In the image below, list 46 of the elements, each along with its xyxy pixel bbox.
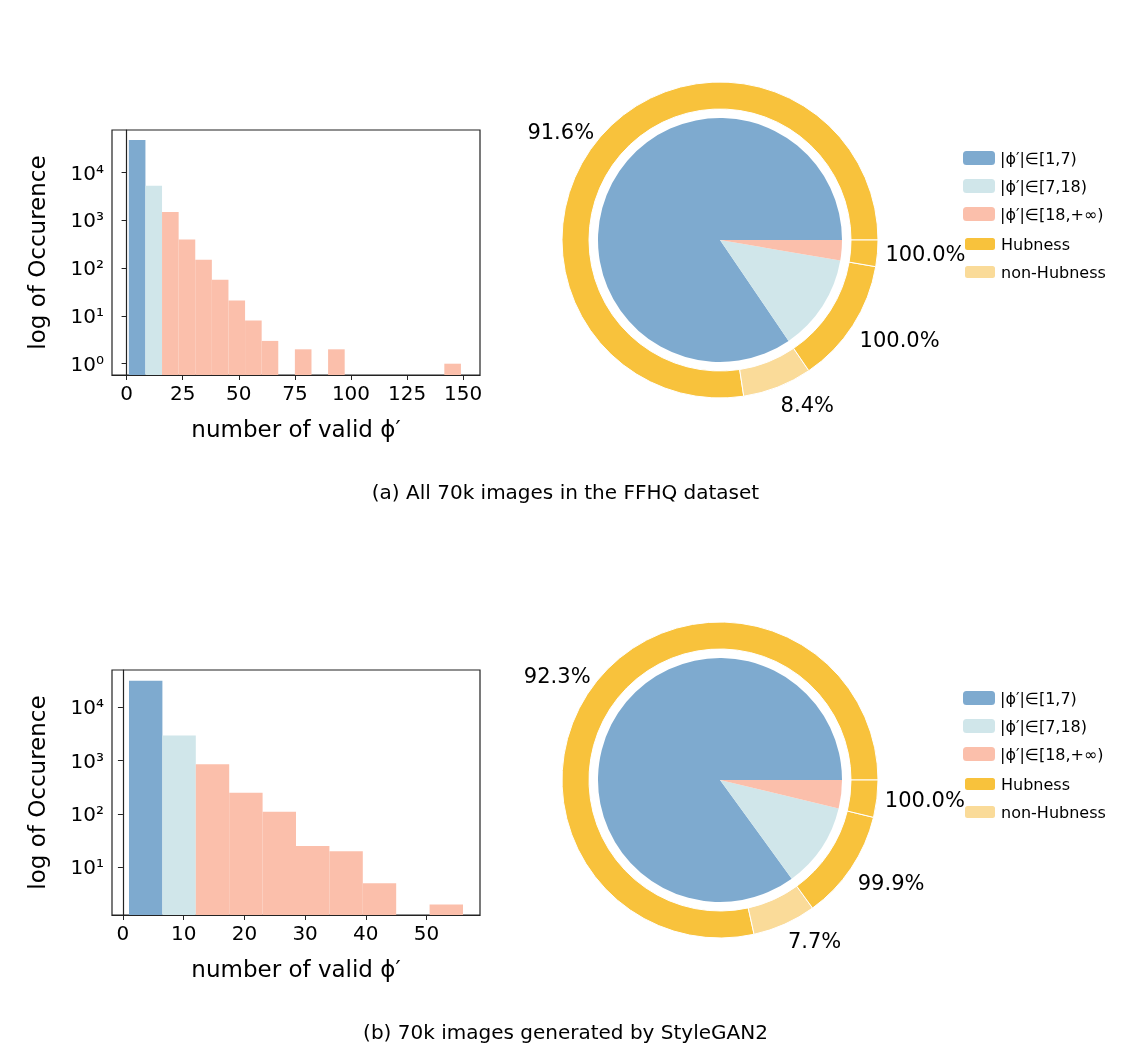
- text: 100.0%: [885, 242, 966, 267]
- legend-label: |ϕ′|∈[18,+∞): [1000, 204, 1104, 224]
- text: (a) All 70k images in the FFHQ dataset: [370, 480, 761, 504]
- y-tick-label: 10³: [70, 748, 104, 773]
- text: (b) 70k images generated by StyleGAN2: [362, 1020, 769, 1044]
- x-axis-title: number of valid ϕ′: [191, 415, 401, 442]
- y-tick-label: 10⁰: [70, 351, 104, 376]
- x-tick-label: 20: [231, 921, 258, 945]
- x-tick-label: 0: [116, 921, 130, 945]
- y-tick-label: 10⁴: [70, 695, 104, 720]
- y-tick-label: 10²: [70, 256, 104, 281]
- y-tick-label: 10¹: [70, 855, 104, 880]
- x-tick-label: 100: [331, 381, 371, 405]
- x-axis-title: number of valid ϕ′: [191, 955, 401, 982]
- x-tick-label: 75: [282, 381, 308, 405]
- x-tick-label: 25: [169, 381, 196, 405]
- legend-label: non-Hubness: [1001, 802, 1106, 822]
- legend-label: non-Hubness: [1001, 262, 1106, 282]
- text: 91.6%: [527, 119, 595, 144]
- text: 99.9%: [857, 870, 925, 895]
- x-tick-label: 50: [413, 921, 440, 945]
- legend-label: |ϕ′|∈[1,7): [1000, 688, 1077, 708]
- legend-label: |ϕ′|∈[18,+∞): [1000, 744, 1104, 764]
- x-tick-label: 40: [353, 921, 379, 945]
- x-tick-label: 30: [292, 921, 318, 945]
- text: 92.3%: [523, 664, 591, 689]
- y-axis-title: log of Occurence: [23, 155, 50, 350]
- x-tick-label: 10: [170, 921, 197, 945]
- legend-label: |ϕ′|∈[7,18): [1000, 176, 1088, 196]
- legend-label: |ϕ′|∈[7,18): [1000, 716, 1088, 736]
- y-axis-title: log of Occurence: [23, 695, 50, 890]
- legend-label: |ϕ′|∈[1,7): [1000, 148, 1077, 168]
- x-tick-label: 150: [444, 381, 483, 405]
- y-tick-label: 10³: [70, 208, 104, 233]
- y-tick-label: 10¹: [70, 303, 104, 328]
- legend-label: Hubness: [1001, 234, 1070, 254]
- legend-label: Hubness: [1001, 774, 1070, 794]
- text: 7.7%: [787, 929, 842, 954]
- y-tick-label: 10²: [70, 801, 104, 826]
- text: 100.0%: [859, 327, 940, 352]
- text: 100.0%: [884, 787, 965, 812]
- x-tick-label: 125: [387, 381, 427, 405]
- y-tick-label: 10⁴: [70, 160, 104, 185]
- text: 8.4%: [780, 392, 834, 417]
- x-tick-label: 0: [120, 381, 133, 405]
- x-tick-label: 50: [226, 381, 252, 405]
